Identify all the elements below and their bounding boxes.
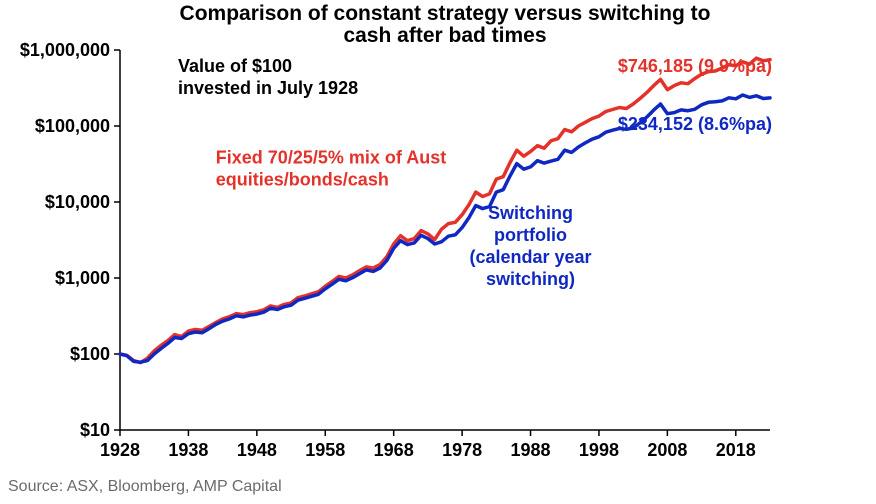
y-tick-label: $1,000,000 (20, 40, 110, 60)
chart-title-line1: Comparison of constant strategy versus s… (180, 2, 711, 25)
x-tick-label: 1988 (511, 440, 551, 460)
chart-svg: Comparison of constant strategy versus s… (0, 0, 876, 504)
x-tick-label: 1998 (579, 440, 619, 460)
fixed-mix-label-l2: equities/bonds/cash (216, 170, 389, 190)
switching-label-l3: (calendar year (469, 247, 591, 267)
y-tick-label: $100 (70, 344, 110, 364)
switching-label-l2: portfolio (494, 225, 567, 245)
y-tick-label: $10,000 (45, 192, 110, 212)
switching-label-l4: switching) (486, 269, 575, 289)
end-value-switch: $234,152 (8.6%pa) (618, 114, 772, 134)
x-tick-label: 1968 (374, 440, 414, 460)
invest-note-line2: invested in July 1928 (178, 78, 358, 98)
source-caption: Source: ASX, Bloomberg, AMP Capital (8, 478, 282, 496)
fixed-mix-label-l1: Fixed 70/25/5% mix of Aust (216, 148, 446, 168)
x-tick-label: 1938 (168, 440, 208, 460)
invest-note-line1: Value of $100 (178, 56, 292, 76)
y-tick-label: $1,000 (55, 268, 110, 288)
y-tick-label: $100,000 (35, 116, 110, 136)
y-tick-label: $10 (80, 420, 110, 440)
switching-label-l1: Switching (488, 203, 573, 223)
x-tick-label: 1958 (305, 440, 345, 460)
x-tick-label: 1948 (237, 440, 277, 460)
x-tick-label: 2018 (716, 440, 756, 460)
end-value-fixed: $746,185 (9.9%pa) (618, 56, 772, 76)
x-tick-label: 1928 (100, 440, 140, 460)
x-tick-label: 2008 (647, 440, 687, 460)
x-tick-label: 1978 (442, 440, 482, 460)
chart-container: Comparison of constant strategy versus s… (0, 0, 876, 504)
chart-title-line2: cash after bad times (343, 24, 546, 47)
